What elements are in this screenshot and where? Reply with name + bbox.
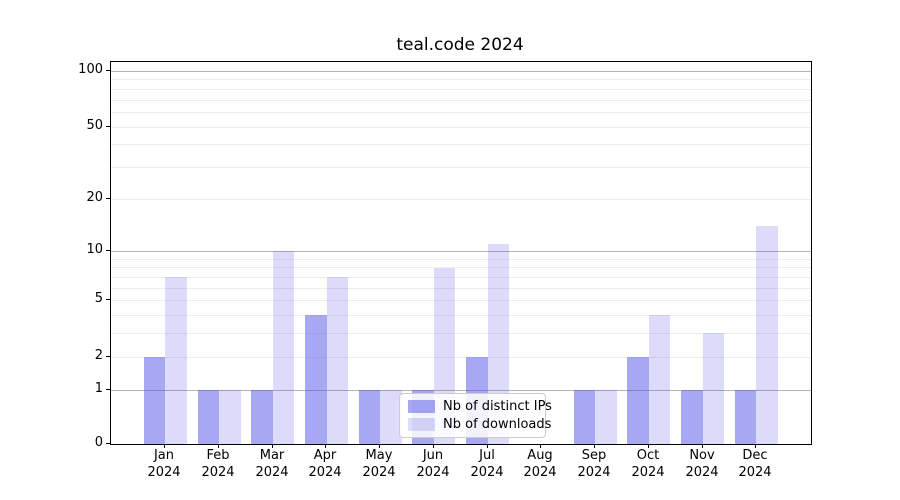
bar-distinct-ips-mar-2024 xyxy=(251,389,273,444)
y-tick-0 xyxy=(106,443,110,444)
legend-row-downloads: Nb of downloads xyxy=(408,417,551,432)
y-tick-label-2: 2 xyxy=(94,348,103,363)
y-tick-label-10: 10 xyxy=(86,242,103,257)
y-tick-label-50: 50 xyxy=(86,118,103,133)
x-tick-jun-2024 xyxy=(433,444,434,448)
x-tick-label-may-2024: May 2024 xyxy=(362,448,396,480)
gridline-y-60 xyxy=(111,112,811,113)
gridline-y-70 xyxy=(111,100,811,101)
gridline-y-10 xyxy=(111,251,811,252)
x-tick-label-aug-2024: Aug 2024 xyxy=(523,448,557,480)
x-tick-label-feb-2024: Feb 2024 xyxy=(201,448,235,480)
bar-downloads-apr-2024 xyxy=(326,277,348,444)
bar-distinct-ips-jan-2024 xyxy=(143,356,166,444)
gridline-y-30 xyxy=(111,167,811,168)
gridline-y-90 xyxy=(111,79,811,80)
x-tick-label-nov-2024: Nov 2024 xyxy=(685,448,719,480)
gridline-y-100 xyxy=(111,71,811,72)
gridline-y-2 xyxy=(111,357,811,358)
bar-distinct-ips-feb-2024 xyxy=(197,389,219,444)
x-tick-mar-2024 xyxy=(272,444,273,448)
gridline-y-9 xyxy=(111,259,811,260)
gridline-y-3 xyxy=(111,333,811,334)
x-tick-label-sep-2024: Sep 2024 xyxy=(577,448,611,480)
bar-downloads-sep-2024 xyxy=(595,389,617,444)
y-tick-50 xyxy=(106,126,110,127)
bar-downloads-oct-2024 xyxy=(648,315,671,444)
bar-distinct-ips-apr-2024 xyxy=(305,315,327,444)
plot-area xyxy=(110,61,812,445)
y-tick-label-5: 5 xyxy=(94,291,103,306)
gridline-y-7 xyxy=(111,277,811,278)
bar-downloads-mar-2024 xyxy=(272,251,295,444)
bar-distinct-ips-may-2024 xyxy=(358,389,381,444)
bar-downloads-dec-2024 xyxy=(756,226,778,444)
bar-distinct-ips-dec-2024 xyxy=(734,389,757,444)
bar-downloads-jan-2024 xyxy=(165,277,187,444)
gridline-y-80 xyxy=(111,89,811,90)
bar-downloads-nov-2024 xyxy=(702,333,725,444)
y-tick-10 xyxy=(106,250,110,251)
x-tick-oct-2024 xyxy=(648,444,649,448)
gridline-y-8 xyxy=(111,267,811,268)
y-tick-2 xyxy=(106,356,110,357)
x-tick-nov-2024 xyxy=(702,444,703,448)
x-tick-feb-2024 xyxy=(218,444,219,448)
x-tick-label-mar-2024: Mar 2024 xyxy=(255,448,289,480)
bar-distinct-ips-sep-2024 xyxy=(573,389,596,444)
bar-downloads-feb-2024 xyxy=(219,389,241,444)
legend: Nb of distinct IPs Nb of downloads xyxy=(399,393,552,438)
legend-label-distinct-ips: Nb of distinct IPs xyxy=(443,399,552,414)
y-tick-100 xyxy=(106,70,110,71)
gridline-y-6 xyxy=(111,288,811,289)
x-tick-label-jul-2024: Jul 2024 xyxy=(470,448,504,480)
x-tick-aug-2024 xyxy=(540,444,541,448)
bar-distinct-ips-nov-2024 xyxy=(681,389,703,444)
y-tick-5 xyxy=(106,299,110,300)
bar-distinct-ips-oct-2024 xyxy=(627,356,649,444)
y-tick-20 xyxy=(106,198,110,199)
y-tick-label-1: 1 xyxy=(94,381,103,396)
gridline-y-4 xyxy=(111,315,811,316)
legend-swatch-distinct-ips xyxy=(408,400,435,413)
y-tick-label-100: 100 xyxy=(78,62,103,77)
bar-downloads-may-2024 xyxy=(380,389,402,444)
legend-label-downloads: Nb of downloads xyxy=(443,417,552,432)
legend-swatch-downloads xyxy=(408,418,435,431)
gridline-y-20 xyxy=(111,199,811,200)
y-tick-label-20: 20 xyxy=(86,190,103,205)
y-tick-1 xyxy=(106,389,110,390)
gridline-y-40 xyxy=(111,144,811,145)
x-tick-may-2024 xyxy=(379,444,380,448)
chart-title: teal.code 2024 xyxy=(396,35,524,55)
x-tick-jul-2024 xyxy=(487,444,488,448)
gridline-y-1 xyxy=(111,390,811,391)
x-tick-jan-2024 xyxy=(164,444,165,448)
x-tick-dec-2024 xyxy=(755,444,756,448)
x-tick-label-jan-2024: Jan 2024 xyxy=(147,448,181,480)
x-tick-label-dec-2024: Dec 2024 xyxy=(738,448,772,480)
x-tick-label-apr-2024: Apr 2024 xyxy=(308,448,342,480)
x-tick-label-jun-2024: Jun 2024 xyxy=(416,448,450,480)
x-tick-apr-2024 xyxy=(325,444,326,448)
y-tick-label-0: 0 xyxy=(94,435,103,450)
legend-row-distinct-ips: Nb of distinct IPs xyxy=(408,399,552,414)
x-tick-sep-2024 xyxy=(594,444,595,448)
gridline-y-5 xyxy=(111,300,811,301)
gridline-y-50 xyxy=(111,127,811,128)
x-tick-label-oct-2024: Oct 2024 xyxy=(631,448,665,480)
